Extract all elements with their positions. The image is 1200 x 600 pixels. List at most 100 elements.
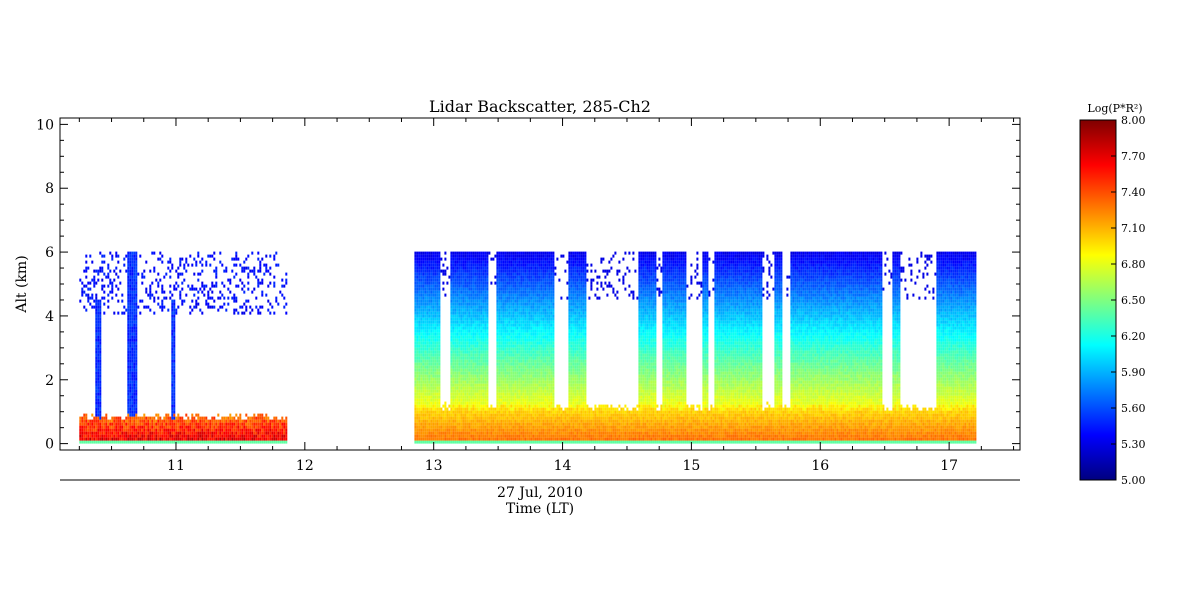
- backscatter-cell: [518, 404, 521, 408]
- backscatter-cell: [456, 413, 459, 417]
- backscatter-cell: [460, 272, 463, 276]
- backscatter-cell: [450, 299, 453, 303]
- backscatter-cell: [420, 251, 423, 255]
- backscatter-cell: [81, 440, 84, 444]
- backscatter-cell: [522, 407, 525, 411]
- backscatter-cell: [456, 410, 459, 414]
- backscatter-cell: [253, 413, 256, 417]
- backscatter-cell: [420, 353, 423, 357]
- backscatter-cell: [454, 323, 457, 327]
- backscatter-cell: [101, 266, 104, 270]
- backscatter-cell: [512, 434, 515, 438]
- backscatter-cell: [452, 362, 455, 366]
- backscatter-cell: [482, 389, 485, 393]
- backscatter-cell: [99, 365, 102, 369]
- backscatter-cell: [247, 275, 250, 279]
- backscatter-cell: [173, 356, 176, 360]
- backscatter-cell: [458, 368, 461, 372]
- backscatter-cell: [111, 416, 114, 420]
- backscatter-cell: [472, 401, 475, 405]
- backscatter-cell: [476, 287, 479, 291]
- backscatter-cell: [428, 359, 431, 363]
- backscatter-cell: [478, 392, 481, 396]
- backscatter-cell: [426, 314, 429, 318]
- backscatter-cell: [416, 251, 419, 255]
- backscatter-cell: [95, 365, 98, 369]
- backscatter-cell: [85, 413, 88, 417]
- backscatter-cell: [514, 368, 517, 372]
- backscatter-cell: [203, 431, 206, 435]
- backscatter-cell: [434, 332, 437, 336]
- backscatter-cell: [237, 434, 240, 438]
- backscatter-cell: [494, 413, 497, 417]
- backscatter-cell: [472, 311, 475, 315]
- backscatter-cell: [133, 293, 136, 297]
- backscatter-cell: [414, 431, 417, 435]
- backscatter-cell: [173, 395, 176, 399]
- backscatter-cell: [456, 350, 459, 354]
- backscatter-cell: [458, 371, 461, 375]
- backscatter-cell: [522, 434, 525, 438]
- backscatter-cell: [464, 284, 467, 288]
- backscatter-cell: [506, 272, 509, 276]
- backscatter-cell: [514, 413, 517, 417]
- backscatter-cell: [438, 311, 441, 315]
- backscatter-cell: [422, 392, 425, 396]
- backscatter-cell: [498, 284, 501, 288]
- backscatter-cell: [175, 308, 178, 312]
- backscatter-cell: [474, 311, 477, 315]
- backscatter-cell: [502, 392, 505, 396]
- backscatter-cell: [95, 401, 98, 405]
- backscatter-cell: [157, 413, 160, 417]
- backscatter-cell: [418, 338, 421, 342]
- backscatter-cell: [450, 413, 453, 417]
- backscatter-cell: [508, 395, 511, 399]
- backscatter-cell: [253, 269, 256, 273]
- backscatter-cell: [508, 311, 511, 315]
- backscatter-cell: [520, 359, 523, 363]
- backscatter-cell: [199, 425, 202, 429]
- backscatter-cell: [422, 395, 425, 399]
- backscatter-cell: [131, 254, 134, 258]
- backscatter-cell: [468, 374, 471, 378]
- backscatter-cell: [518, 410, 521, 414]
- backscatter-cell: [131, 296, 134, 300]
- backscatter-cell: [452, 269, 455, 273]
- backscatter-cell: [502, 338, 505, 342]
- backscatter-cell: [265, 269, 268, 273]
- backscatter-cell: [231, 422, 234, 426]
- backscatter-cell: [504, 281, 507, 285]
- backscatter-cell: [127, 278, 130, 282]
- backscatter-cell: [111, 431, 114, 435]
- backscatter-cell: [418, 422, 421, 426]
- backscatter-cell: [482, 290, 485, 294]
- backscatter-cell: [420, 263, 423, 267]
- backscatter-cell: [512, 341, 515, 345]
- backscatter-cell: [197, 302, 200, 306]
- backscatter-cell: [420, 320, 423, 324]
- backscatter-cell: [484, 329, 487, 333]
- backscatter-cell: [428, 413, 431, 417]
- backscatter-cell: [482, 263, 485, 267]
- backscatter-cell: [135, 359, 138, 363]
- backscatter-cell: [480, 329, 483, 333]
- backscatter-cell: [518, 296, 521, 300]
- backscatter-cell: [187, 263, 190, 267]
- backscatter-cell: [456, 269, 459, 273]
- backscatter-cell: [135, 305, 138, 309]
- backscatter-cell: [426, 308, 429, 312]
- backscatter-cell: [520, 437, 523, 441]
- backscatter-cell: [111, 419, 114, 423]
- backscatter-cell: [434, 290, 437, 294]
- backscatter-cell: [524, 416, 527, 420]
- backscatter-cell: [498, 383, 501, 387]
- backscatter-cell: [173, 416, 176, 420]
- backscatter-cell: [516, 305, 519, 309]
- backscatter-cell: [91, 440, 94, 444]
- backscatter-cell: [502, 320, 505, 324]
- backscatter-cell: [502, 272, 505, 276]
- backscatter-cell: [482, 254, 485, 258]
- backscatter-cell: [516, 257, 519, 261]
- backscatter-cell: [95, 419, 98, 423]
- backscatter-cell: [420, 377, 423, 381]
